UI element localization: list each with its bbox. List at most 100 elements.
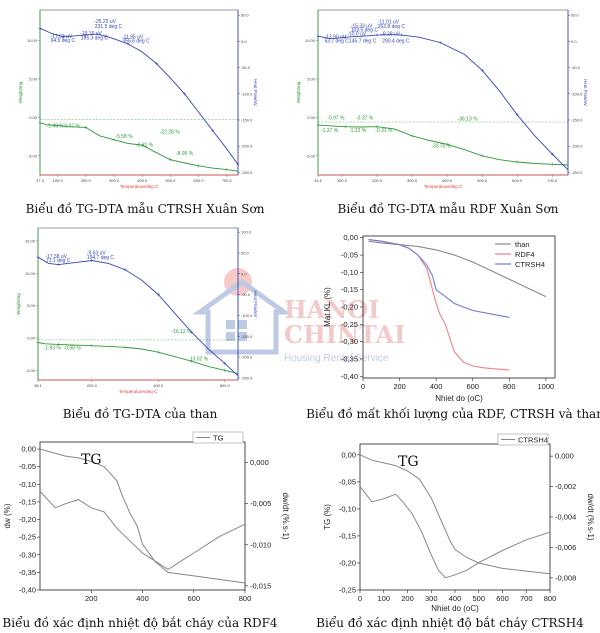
y1-tick-label: -0,30 [19,550,36,559]
y-tick-label: -0,40 [341,372,358,381]
chart-p2: Biểu đồ TG-DTA mẫu RDF Xuân Sơn 31.6 100.0… [296,9,588,216]
x-axis-title: Nhiet do (oC) [435,394,483,403]
y1-tick-label: -0,15 [19,497,36,506]
y-tick-label: -0,25 [341,320,358,329]
data-point [123,268,127,272]
chart-caption: Biểu đồ TG-DTA mẫu CTRSH Xuân Sơn [26,201,265,216]
x-tick-label: 37.3 [36,178,45,183]
y1-tick-label: 10.00 [25,271,36,276]
y2-tick-label: -250.0 [241,375,253,380]
y2-tick-label: 0.0 [571,39,577,44]
data-point [36,255,40,259]
annotation: 145.7 deg C [349,38,377,44]
legend-box [497,433,549,446]
x-tick-label: 700.0 [222,178,233,183]
y-tick-label: -0,30 [341,337,358,346]
x-tick-label: 200 [401,594,414,603]
annotation: -0.97 % [63,123,81,129]
series-line-tg [37,342,239,374]
y-tick-label: 0,00 [343,233,358,242]
data-point [140,143,144,147]
y2-tick-label: -50.0 [241,292,251,297]
data-point [550,162,554,166]
chart-p4: Biểu đồ mất khối lượng của RDF, CTRSH và… [306,233,600,421]
house-window-icon [226,332,235,341]
annotation: 53.7 deg C [324,38,349,44]
y2-tick-label: 50.0 [241,250,250,255]
y1-tick-label: 5.00 [29,77,38,82]
y2-tick-label: -100.0 [571,91,583,96]
x-tick-label: 600.0 [512,178,523,183]
chart-caption: Biểu đồ mất khối lượng của RDF, CTRSH và… [306,406,600,421]
data-point [550,152,554,156]
annotation: -1.37 % [321,128,339,134]
annotation: -11.95 uV [122,34,144,40]
legend-label: CTRSH4 [515,260,545,269]
x-tick-label: 200.0 [81,178,92,183]
x-tick-label: 600.0 [220,383,231,388]
annotation: 13.02 % [190,357,209,363]
y-tick-label: -0,10 [341,268,358,277]
annotation: -2.31 % [136,143,154,149]
data-point [343,125,347,129]
data-point [515,113,519,117]
data-point [480,68,484,72]
legend-label: than [515,240,530,249]
y1-tick-label: -5.00 [306,153,316,158]
y1-tick-label: -0,40 [19,586,36,595]
series-line-rdf4 [368,238,510,371]
chart-caption: Biểu đồ TG-DTA của than [63,406,218,421]
y2-tick-label: -250.0 [241,170,253,175]
y2-tick-label: -0,008 [555,573,576,582]
watermark-tagline: Housing Rental Service [284,353,389,364]
annotation: -0.90 % [64,346,82,352]
data-point [112,138,116,142]
x-axis-title: Nhiet do (oC) [431,604,479,613]
data-point [225,168,229,172]
data-point [375,125,379,129]
y1-axis-title: Weight/mg [16,293,21,315]
annotation: -17.62 uV [51,34,73,40]
data-point [211,128,215,132]
data-point [197,164,201,168]
chart-p5: Biểu đồ xác định nhiệt độ bắt cháy của R… [2,431,290,630]
data-point [236,163,240,167]
data-point [82,33,86,37]
annotation: -17.38 uV [45,254,67,260]
data-point [57,342,61,346]
y1-tick-label: -0,25 [339,586,356,595]
data-point [38,26,42,30]
y2-tick-label: -0,004 [555,513,576,522]
y1-tick-label: 0.00 [27,335,36,340]
y1-tick-label: -0,15 [339,531,356,540]
y2-tick-label: 0.0 [241,271,247,276]
y1-axis-title: Weight/mg [296,81,301,103]
x-tick-label: 700 [520,594,533,603]
x-tick-label: 300.0 [407,178,418,183]
annotation: -36.13 % [458,117,479,123]
y1-tick-label: -0,20 [339,558,356,567]
data-point [126,42,130,46]
x-tick-label: 300 [425,594,438,603]
x-tick-label: 100.0 [337,178,348,183]
annotation: -25.25 uV [94,19,116,25]
data-point [316,123,320,127]
annotation: -22.28 % [160,130,181,136]
x-tick-label: 500 [472,594,485,603]
x-tick-label: 600 [466,382,479,391]
y1-tick-label: -5.00 [28,153,38,158]
y2-tick-label: -0,015 [250,581,271,590]
x-tick-label: 200 [393,382,406,391]
data-point [57,263,61,267]
data-point [445,142,449,146]
data-point [61,35,65,39]
data-point [410,134,414,138]
y2-tick-label: 50.0 [571,13,580,18]
annotation: -13.90 uV [324,34,346,40]
y2-tick-label: 100.0 [241,230,252,235]
data-point [189,359,193,363]
house-icon [192,278,292,355]
series-line-dwdt [39,490,246,570]
annotation: 231.5 deg C [95,24,123,30]
x-tick-label: 600 [496,594,509,603]
